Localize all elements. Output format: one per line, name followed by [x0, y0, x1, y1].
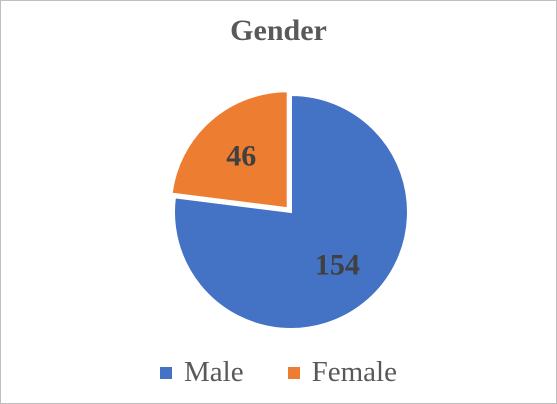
legend-label-male: Male: [184, 356, 244, 388]
data-label-female: 46: [226, 140, 256, 173]
data-label-male: 154: [315, 249, 360, 282]
pie-slice-male: [173, 93, 409, 330]
legend-label-female: Female: [311, 356, 397, 388]
legend-item-male: Male: [160, 356, 244, 389]
legend-swatch-female: [287, 366, 300, 379]
legend: Male Female: [0, 356, 557, 389]
chart-title: Gender: [230, 14, 327, 47]
legend-item-female: Female: [287, 356, 397, 389]
pie-slice-female: [170, 90, 289, 210]
legend-swatch-male: [160, 366, 173, 379]
